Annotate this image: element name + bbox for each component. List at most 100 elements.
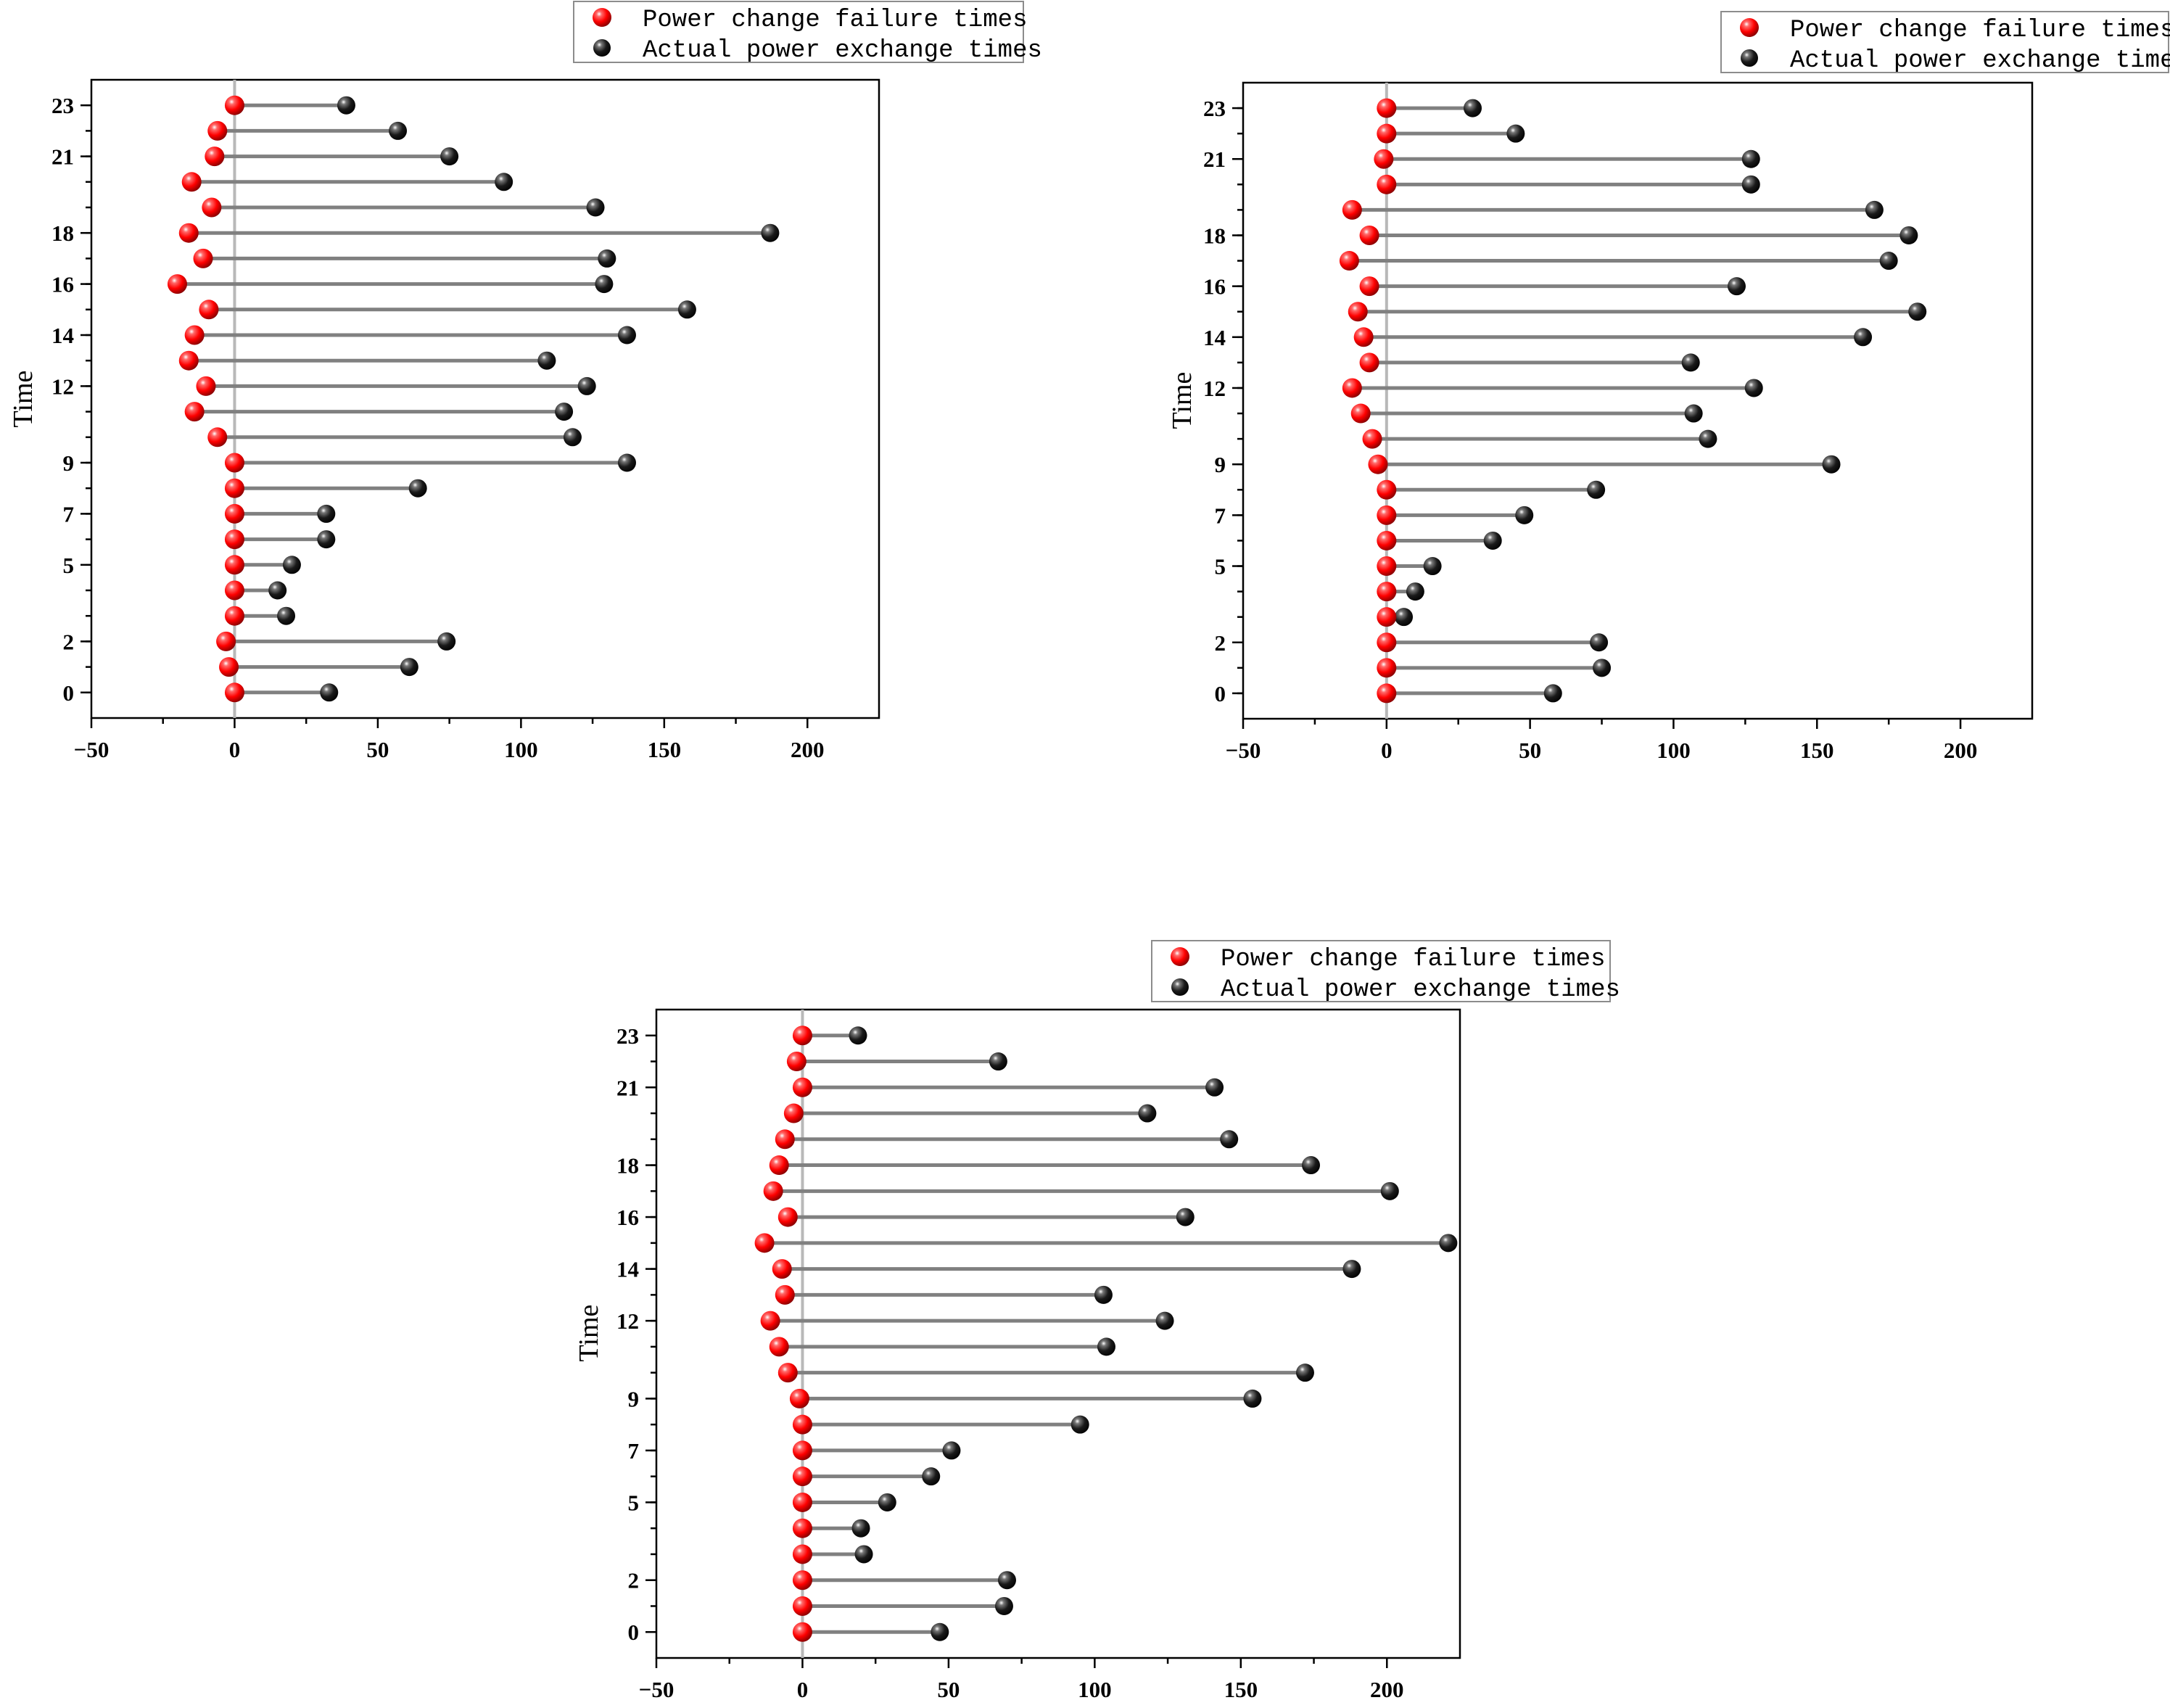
data-point-failure (1342, 199, 1362, 220)
data-point-failure (1377, 174, 1397, 194)
y-axis-title: Time (8, 371, 38, 428)
data-point-actual-exchange (997, 1571, 1016, 1590)
chart-top-left: −50 0 50 100 150 200 0 2 5 7 9 12 14 16 18 21 23 Time Powe… (8, 1, 1042, 762)
data-point-failure (224, 503, 244, 524)
data-point-failure (777, 1363, 798, 1383)
data-point-failure (792, 1492, 812, 1512)
stem-lines (177, 103, 770, 695)
data-point-actual-exchange (1464, 99, 1482, 117)
data-point-actual-exchange (563, 428, 582, 447)
series-power-change-failure (167, 95, 244, 703)
legend-label-exchange: Actual power exchange times (1790, 47, 2170, 75)
data-point-actual-exchange (1593, 659, 1612, 677)
y-axis: 0 2 5 7 9 12 14 16 18 21 23 (1203, 96, 1243, 706)
data-point-actual-exchange (1302, 1156, 1321, 1175)
data-point-failure (224, 682, 244, 703)
y-tick-label: 9 (1215, 452, 1226, 477)
x-tick-label: −50 (1226, 738, 1261, 763)
data-point-failure (1377, 479, 1397, 500)
data-point-failure (772, 1259, 792, 1279)
data-point-actual-exchange (1590, 633, 1609, 652)
x-tick-label: 0 (229, 737, 241, 762)
data-point-actual-exchange (577, 376, 596, 395)
plot-frame (90, 78, 880, 719)
data-point-failure (1377, 658, 1397, 678)
data-point-actual-exchange (1243, 1389, 1262, 1408)
data-point-actual-exchange (282, 556, 301, 574)
y-tick-label: 16 (1203, 274, 1226, 300)
x-tick-label: 200 (1370, 1677, 1404, 1702)
data-point-failure (775, 1129, 795, 1150)
data-point-failure (224, 453, 244, 473)
data-point-actual-exchange (555, 403, 574, 421)
plot-frame (655, 1008, 1461, 1659)
data-point-actual-exchange (677, 300, 696, 319)
data-point-actual-exchange (994, 1596, 1013, 1615)
data-point-actual-exchange (761, 223, 780, 242)
data-point-failure (205, 147, 225, 167)
data-point-failure (1377, 505, 1397, 525)
data-point-actual-exchange (317, 530, 336, 549)
data-point-failure (763, 1181, 783, 1201)
data-point-actual-exchange (1684, 404, 1703, 423)
data-point-actual-exchange (849, 1026, 867, 1045)
data-point-actual-exchange (437, 632, 456, 651)
data-point-failure (184, 402, 205, 422)
data-point-actual-exchange (1741, 175, 1760, 194)
data-point-actual-exchange (495, 173, 513, 191)
x-tick-label: 150 (648, 737, 682, 762)
series-actual-power-exchange (268, 96, 780, 702)
x-tick-label: 50 (366, 737, 389, 762)
data-point-failure (754, 1233, 775, 1253)
data-point-actual-exchange (1865, 200, 1884, 219)
data-point-actual-exchange (1155, 1311, 1174, 1330)
data-point-actual-exchange (1138, 1104, 1157, 1123)
y-tick-label: 12 (51, 374, 74, 399)
data-point-actual-exchange (1699, 429, 1717, 448)
y-tick-label: 2 (628, 1568, 640, 1593)
data-point-failure (199, 300, 219, 320)
y-tick-label: 5 (63, 553, 75, 578)
y-tick-label: 7 (628, 1438, 640, 1464)
data-point-failure (769, 1337, 789, 1357)
data-point-failure (1362, 429, 1382, 449)
data-point-actual-exchange (1380, 1181, 1399, 1200)
data-point-actual-exchange (1543, 684, 1562, 703)
y-tick-label: 7 (1215, 503, 1226, 528)
legend-label-failure: Power change failure times (643, 7, 1028, 34)
data-point-failure (1359, 276, 1379, 297)
data-point-failure (1353, 327, 1374, 347)
data-point-failure (224, 478, 244, 498)
data-point-actual-exchange (1741, 149, 1760, 168)
data-point-failure (1377, 530, 1397, 550)
data-point-actual-exchange (1506, 124, 1525, 143)
x-tick-label: 100 (1078, 1677, 1112, 1702)
chart-top-right: −50 0 50 100 150 200 0 2 5 7 9 12 14 16 18 21 23 Time Powe… (1167, 11, 2170, 763)
x-tick-label: −50 (639, 1677, 674, 1702)
data-point-failure (178, 223, 199, 243)
legend-label-exchange: Actual power exchange times (1221, 976, 1620, 1004)
data-point-actual-exchange (1899, 226, 1918, 244)
data-point-actual-exchange (1587, 480, 1606, 499)
x-tick-label: 50 (1519, 738, 1541, 763)
x-tick-label: 200 (1944, 738, 1978, 763)
data-point-actual-exchange (408, 479, 427, 498)
legend-label-exchange: Actual power exchange times (643, 37, 1042, 65)
legend-marker-exchange (1171, 978, 1189, 996)
data-point-actual-exchange (1176, 1208, 1195, 1226)
y-tick-label: 14 (1203, 325, 1226, 350)
data-point-failure (792, 1518, 812, 1538)
data-point-actual-exchange (617, 326, 636, 345)
data-point-actual-exchange (1744, 379, 1763, 397)
data-point-failure (167, 274, 187, 294)
x-tick-label: −50 (74, 737, 110, 762)
y-tick-label: 16 (51, 272, 74, 297)
stem-lines (764, 1034, 1448, 1634)
y-tick-label: 18 (616, 1153, 639, 1179)
legend-marker-exchange (1741, 49, 1758, 67)
y-tick-label: 0 (1215, 681, 1226, 706)
data-point-failure (224, 606, 244, 626)
legend: Power change failure times Actual power e… (1720, 11, 2170, 75)
data-point-actual-exchange (320, 683, 339, 702)
